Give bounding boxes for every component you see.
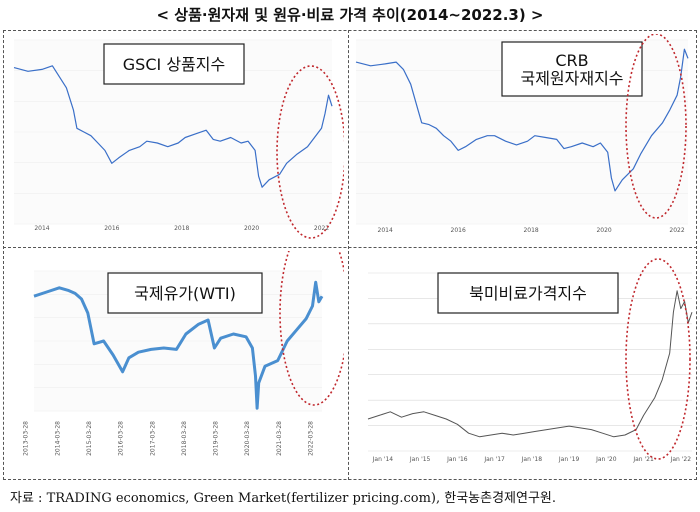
x-tick-label: 2022: [314, 225, 329, 232]
panel-gsci: 2014 2016 2018 2020 2022 GSCI 상품지수: [13, 39, 344, 239]
x-tick-label: Jan '14: [372, 456, 394, 463]
chart-label-box: [103, 43, 245, 85]
horizontal-divider: [3, 247, 697, 248]
series-line: [13, 65, 333, 188]
x-tick-label: 2016: [451, 227, 466, 234]
highlight-ellipse: [625, 34, 687, 219]
highlight-ellipse: [625, 258, 691, 460]
chart-label: 국제유가(WTI): [134, 284, 236, 303]
x-tick-label: 2020-03-28: [244, 421, 251, 456]
series-line: [33, 280, 324, 410]
chart-label-box: [107, 272, 263, 314]
series-line: [367, 290, 693, 438]
x-tick-label: Jan '22: [670, 456, 692, 463]
x-tick-label: Jan '21: [632, 456, 654, 463]
x-tick-label: Jan '18: [521, 456, 543, 463]
x-tick-label: 2019-03-28: [213, 421, 220, 456]
chart-label: GSCI 상품지수: [123, 55, 225, 74]
x-tick-label: 2018: [523, 227, 538, 234]
x-tick-label: 2015-03-28: [86, 421, 93, 456]
x-tick-label: 2018: [174, 225, 189, 232]
page-title: < 상품·원자재 및 원유·비료 가격 추이(2014~2022.3) >: [156, 6, 544, 24]
x-tick-label: 2014-03-28: [54, 421, 61, 456]
vertical-divider: [348, 30, 349, 480]
x-tick-label: 2014: [34, 225, 49, 232]
chart-label-box: [501, 41, 643, 97]
x-tick-label: 2018-03-28: [181, 421, 188, 456]
chart-label: 국제원자재지수: [520, 69, 623, 88]
x-tick-label: 2021-03-28: [276, 421, 283, 456]
x-tick-label: Jan '16: [446, 456, 468, 463]
panel-fertilizer: Jan '14 Jan '15 Jan '16 Jan '17 Jan '18 Jan '…: [367, 258, 693, 463]
x-tick-label: 2016-03-28: [118, 421, 125, 456]
x-tick-label: 2020: [244, 225, 259, 232]
x-tick-label: 2022: [669, 227, 684, 234]
chart-label-box: [437, 272, 619, 314]
series-line: [355, 48, 689, 192]
highlight-ellipse: [279, 251, 344, 406]
chart-label: CRB: [555, 51, 588, 70]
x-tick-label: Jan '15: [409, 456, 431, 463]
x-tick-label: 2013-03-28: [23, 421, 30, 456]
chart-label: 북미비료가격지수: [469, 284, 587, 303]
x-tick-label: 2014: [378, 227, 393, 234]
x-tick-label: Jan '20: [595, 456, 617, 463]
source-note: 자료 : TRADING economics, Green Market(fer…: [10, 491, 557, 506]
x-tick-label: 2017-03-28: [149, 421, 156, 456]
outer-frame: [3, 30, 697, 480]
x-tick-label: 2020: [596, 227, 611, 234]
x-tick-label: Jan '19: [558, 456, 580, 463]
x-tick-label: 2016: [104, 225, 119, 232]
x-tick-label: 2022-03-28: [308, 421, 315, 456]
panel-wti: 2013-03-28 2014-03-28 2015-03-28 2016-03-28…: [23, 251, 344, 456]
x-tick-label: Jan '17: [483, 456, 505, 463]
